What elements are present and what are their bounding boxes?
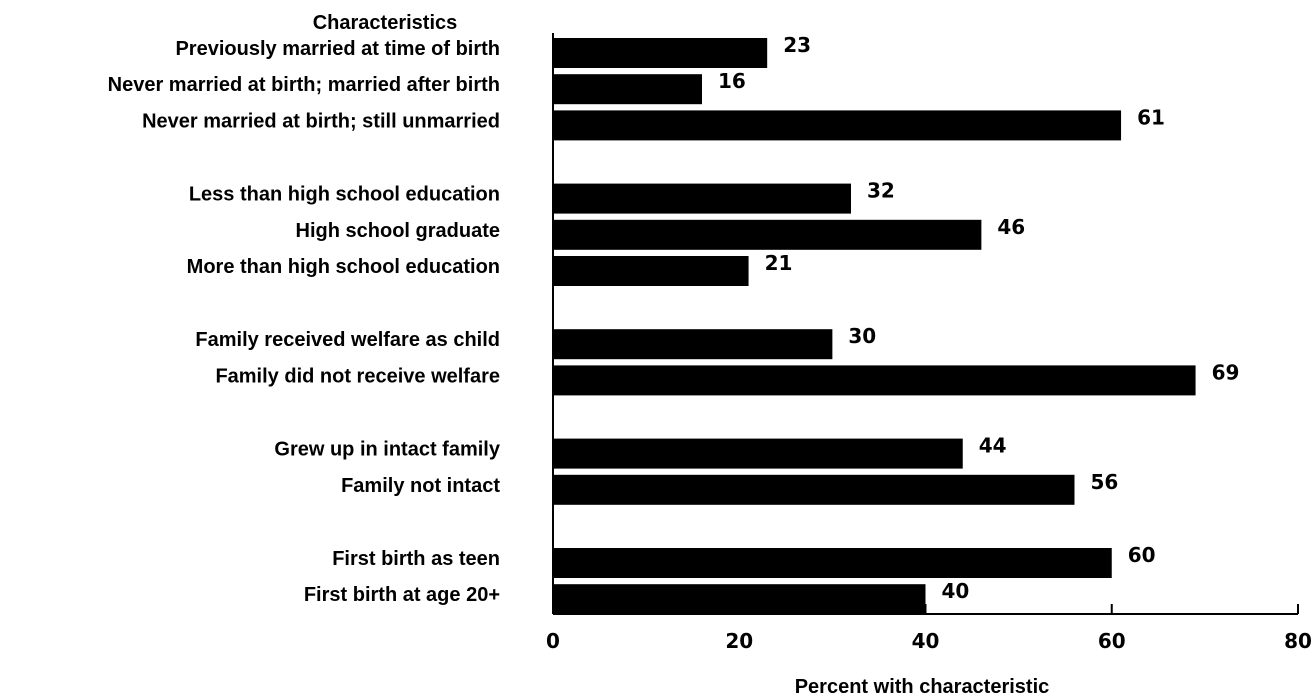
x-tick-label: 0: [546, 629, 560, 653]
x-tick-label: 60: [1098, 629, 1126, 653]
category-label: High school graduate: [296, 220, 500, 242]
bar-value-label: 69: [1212, 360, 1240, 384]
category-label: Never married at birth; married after bi…: [108, 74, 500, 96]
bar: [553, 548, 1112, 578]
bar-value-label: 56: [1091, 470, 1119, 494]
bar-value-label: 40: [942, 579, 970, 603]
category-label: Family received welfare as child: [195, 329, 500, 351]
bar-value-label: 60: [1128, 543, 1156, 567]
bars: [553, 38, 1196, 615]
bar: [553, 183, 851, 214]
x-tick-label: 40: [912, 629, 940, 653]
bar-value-label: 46: [997, 215, 1025, 239]
category-header: Characteristics: [313, 12, 458, 34]
value-labels: 23 16 61 32 46 21 30 69 44 56 60 40: [718, 33, 1239, 603]
bar: [553, 474, 1075, 505]
bar: [553, 219, 982, 250]
bar: [553, 38, 768, 68]
x-tick-label: 20: [725, 629, 753, 653]
category-label: Never married at birth; still unmarried: [142, 110, 500, 132]
category-label: Family did not receive welfare: [215, 365, 500, 387]
category-label: More than high school education: [187, 256, 500, 278]
bar: [553, 365, 1196, 396]
category-label: Grew up in intact family: [274, 439, 500, 461]
bar: [553, 110, 1122, 141]
bar-value-label: 23: [783, 33, 811, 57]
category-label: First birth at age 20+: [304, 584, 500, 606]
bar-value-label: 61: [1137, 105, 1165, 129]
category-label: Family not intact: [341, 475, 500, 497]
bar: [553, 256, 749, 286]
bar-value-label: 16: [718, 69, 746, 93]
bar-value-label: 44: [979, 434, 1007, 458]
bar-value-label: 30: [848, 324, 876, 348]
bar: [553, 74, 702, 105]
x-axis-title: Percent with characteristic: [795, 676, 1050, 695]
category-labels: Previously married at time of birth Never…: [108, 38, 501, 606]
x-tick-label: 80: [1284, 629, 1312, 653]
bar: [553, 438, 963, 469]
bar-value-label: 32: [867, 179, 895, 203]
category-label: Previously married at time of birth: [175, 38, 500, 60]
category-label: Less than high school education: [189, 184, 500, 206]
axes: 0 20 40 60 80: [546, 33, 1312, 653]
category-label: First birth as teen: [332, 548, 500, 570]
bar-value-label: 21: [765, 251, 793, 275]
bar: [553, 329, 833, 360]
